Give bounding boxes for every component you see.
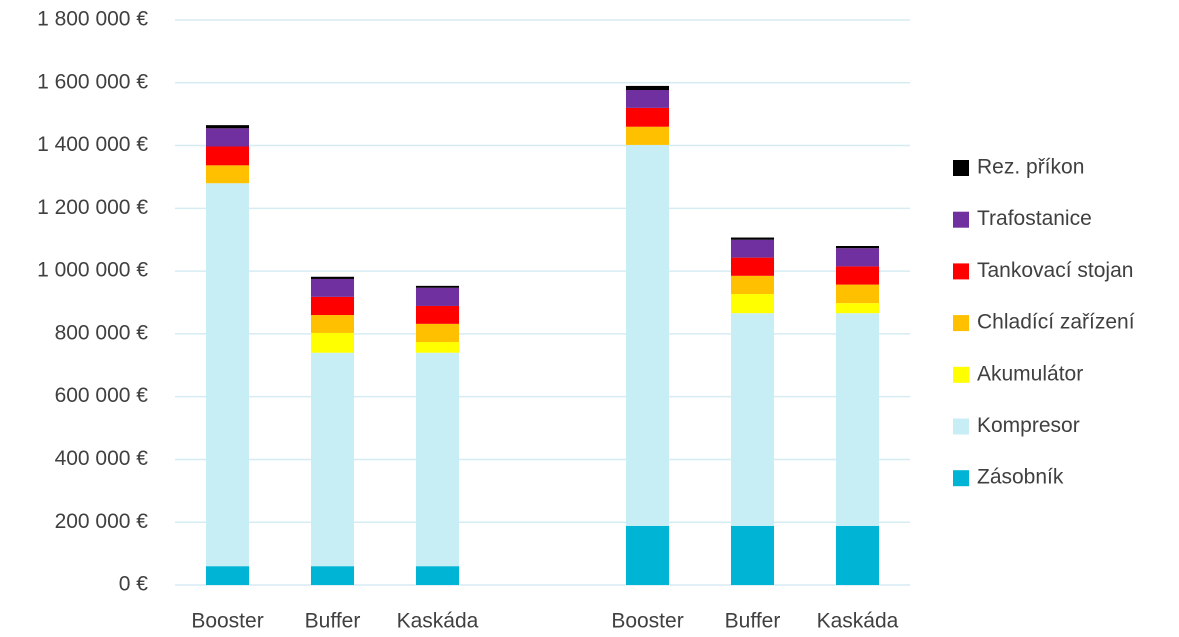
- bar-segment: [730, 237, 775, 240]
- bar-segment: [205, 146, 250, 166]
- bar-segment: [310, 315, 355, 333]
- bar-segment: [730, 313, 775, 526]
- bar-segment: [835, 284, 880, 304]
- bar-segment: [205, 165, 250, 184]
- bar-segment: [835, 246, 880, 249]
- bar-segment: [625, 107, 670, 127]
- x-tick-label: Kaskáda: [397, 610, 479, 633]
- x-tick-label: Buffer: [305, 610, 361, 633]
- y-tick-label: 1 400 000 €: [37, 133, 148, 156]
- bar-segment: [310, 278, 355, 297]
- legend-label: Kompresor: [977, 414, 1080, 437]
- bar-segment: [205, 566, 250, 585]
- x-tick-label: Buffer: [725, 610, 781, 633]
- x-tick-label: Booster: [611, 610, 683, 633]
- legend-swatch: [953, 418, 969, 435]
- bar-segment: [310, 276, 355, 279]
- bar-segment: [415, 352, 460, 567]
- bar-segment: [835, 313, 880, 526]
- y-tick-label: 0 €: [119, 573, 149, 596]
- bar-segment: [835, 248, 880, 267]
- bar-segment: [415, 323, 460, 343]
- bar-segment: [835, 266, 880, 285]
- y-tick-label: 1 200 000 €: [37, 196, 148, 219]
- bar-segment: [730, 525, 775, 585]
- bar-segment: [625, 85, 670, 90]
- bar-segment: [310, 566, 355, 585]
- bar-segment: [835, 525, 880, 585]
- legend-label: Chladící zařízení: [977, 311, 1135, 334]
- x-tick-label: Kaskáda: [817, 610, 899, 633]
- y-tick-label: 800 000 €: [55, 321, 149, 344]
- y-tick-label: 1 600 000 €: [37, 70, 148, 93]
- bar-segment: [730, 239, 775, 258]
- legend-label: Trafostanice: [977, 207, 1092, 230]
- bar-segment: [625, 89, 670, 108]
- bar-segment: [205, 128, 250, 147]
- bar-segment: [415, 305, 460, 324]
- legend-label: Zásobník: [977, 466, 1064, 489]
- y-tick-label: 600 000 €: [55, 384, 149, 407]
- bar-segment: [730, 275, 775, 295]
- bar-segment: [625, 144, 670, 526]
- legend-swatch: [953, 315, 969, 332]
- legend-swatch: [953, 211, 969, 228]
- y-tick-label: 200 000 €: [55, 510, 149, 533]
- y-tick-label: 400 000 €: [55, 447, 149, 470]
- bar-segment: [835, 303, 880, 314]
- legend-swatch: [953, 160, 969, 176]
- bar-segment: [730, 257, 775, 276]
- legend-swatch: [953, 470, 969, 487]
- bar-segment: [625, 126, 670, 145]
- y-tick-label: 1 000 000 €: [37, 259, 148, 282]
- legend-label: Tankovací stojan: [977, 259, 1133, 282]
- bar-segment: [415, 342, 460, 353]
- bar-segment: [730, 294, 775, 314]
- legend-swatch: [953, 263, 969, 280]
- bar-segment: [310, 332, 355, 353]
- bar-segment: [415, 285, 460, 288]
- y-tick-label: 1 800 000 €: [37, 8, 148, 31]
- legend-swatch: [953, 366, 969, 383]
- bar-segment: [205, 183, 250, 567]
- bar-segment: [205, 125, 250, 129]
- bar-segment: [310, 352, 355, 567]
- x-tick-label: Booster: [191, 610, 263, 633]
- bar-segment: [415, 566, 460, 585]
- bar-segment: [310, 296, 355, 316]
- bar-segment: [415, 287, 460, 306]
- legend-label: Akumulátor: [977, 362, 1083, 385]
- legend-label: Rez. příkon: [977, 156, 1084, 179]
- bar-segment: [625, 525, 670, 585]
